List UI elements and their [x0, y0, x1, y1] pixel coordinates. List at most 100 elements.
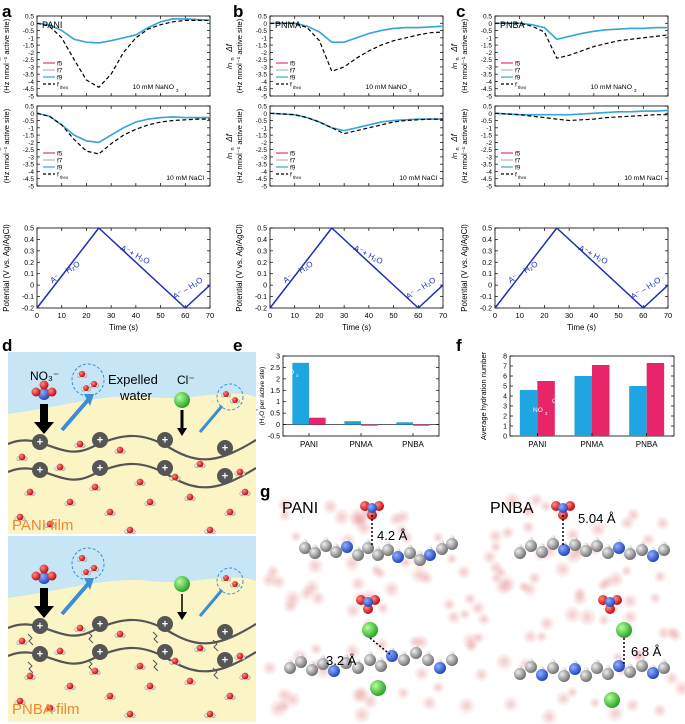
schematic-pnba-water-o — [236, 652, 244, 660]
pnba-chain-top-n — [647, 550, 659, 562]
solvent-water — [520, 503, 536, 519]
schematic-pnba-side-chain — [27, 661, 34, 674]
legend-label-theo: f — [515, 172, 517, 179]
chart-c-top-frame — [494, 15, 669, 97]
pnba-chain-top-c — [514, 547, 526, 559]
schematic-pnba-water-o — [76, 624, 84, 632]
schematic-pani-plus-sign: + — [97, 463, 103, 475]
chart-c-top-ytick-label: -2 — [486, 50, 492, 57]
chart-potential-xtick-label: 60 — [639, 311, 647, 320]
chart-b-mid-ytick-label: -2 — [261, 140, 267, 147]
pani-chain-top-c — [436, 543, 448, 555]
chart-potential-xtick-label: 60 — [414, 311, 422, 320]
schematic-pani-water-o — [206, 526, 214, 534]
chart-c-mid-ytick-label: -5 — [486, 184, 492, 191]
solvent-water — [624, 697, 641, 714]
pnba-chain-bottom-c — [558, 670, 570, 682]
pani-chain-top-c — [330, 546, 342, 558]
legend-label-f7: f7 — [290, 158, 296, 165]
chart-a-mid-ytick-label: -0.5 — [23, 118, 35, 125]
schematic-pani-plus-sign: + — [162, 435, 168, 447]
pani-nitrate-1-n — [367, 503, 377, 513]
pani-chain-bottom-c — [352, 662, 364, 674]
schematic-pani-chloride — [174, 392, 190, 408]
schematic-pani-water-o — [76, 440, 84, 448]
solvent-water — [284, 690, 302, 709]
chart-f-ytick-label: 8 — [503, 354, 507, 361]
bar-cl-pani — [537, 381, 555, 436]
schematic-pani-cation-site — [217, 440, 233, 456]
chart-b-top-ytick-label: -0.5 — [256, 28, 268, 35]
bar-cl-pnba — [646, 363, 665, 436]
chart-potential-xtick-label: 10 — [58, 311, 66, 320]
potential-axis-label: Potential (V vs. Ag/AgCl) — [460, 224, 469, 312]
pani-chain-top-c — [299, 542, 311, 554]
schematic-pani-cation-site — [217, 468, 233, 484]
chart-potential-xtick-label: 0 — [493, 311, 497, 320]
schematic-pnba-water-o — [66, 682, 74, 690]
schematic-pnba-side-chain — [212, 667, 219, 680]
chart-a-mid-ytick-label: -1.5 — [23, 133, 35, 140]
freq-unit-label: (Hz nmol⁻¹ active site) — [460, 18, 469, 93]
chart-potential-ytick-label: 0.5 — [257, 226, 267, 233]
schematic-pnba-cation-site — [92, 616, 108, 632]
freq-symbol: Δf — [450, 133, 459, 142]
solvent-water — [588, 696, 601, 709]
electrolyte-label: 10 mM NaCl — [166, 175, 204, 182]
chart-b-top-ytick-label: -3.5 — [256, 72, 268, 79]
pani-chain-top-n — [341, 541, 353, 553]
schematic-pani-expelled-circle — [71, 363, 105, 397]
solvent-water — [538, 615, 556, 632]
chart-a-top-ytick-label: -3 — [28, 64, 34, 71]
legend-label-f9: f9 — [290, 165, 296, 172]
solvent-water — [399, 530, 414, 545]
schematic-pani-water-o — [66, 498, 74, 506]
schematic-pani-exp-water-o — [83, 385, 89, 391]
chart-a-potential: 0.50.40.30.20.10-0.1-0.20 10 20 30 40 50 60 70T… — [2, 224, 214, 332]
panel-letter-g: g — [260, 482, 270, 501]
chart-a-top-ytick-label: -4.5 — [23, 86, 35, 93]
chart-title: PNBA — [500, 20, 525, 30]
chart-potential-frame — [36, 227, 211, 309]
pnba-chloride-1 — [616, 622, 632, 638]
legend-label-theo: f — [57, 82, 59, 89]
e-no3-sub: 3 — [296, 373, 299, 378]
schematic-pnba-water-o — [126, 710, 134, 718]
arrow-label-top: –A⁻+ H₂O — [573, 241, 609, 266]
legend-label-f7: f7 — [57, 68, 63, 75]
electrolyte-sub: 3 — [176, 88, 179, 93]
schematic-pnba-water-o — [56, 647, 64, 655]
schematic-pnba-expel-arrowhead — [84, 578, 94, 590]
solvent-water — [620, 564, 633, 578]
solvent-water — [648, 591, 662, 605]
chart-potential-frame — [494, 227, 669, 309]
schematic-pnba-cation-site — [92, 644, 108, 660]
schematic-pnba-water-o — [226, 692, 234, 700]
chart-a-top: 0.50-0.5-1-1.5-2-2.5-3-3.5-4-4.5-5 (Hz nm… — [0, 14, 211, 101]
category-label: PNBA — [402, 440, 424, 449]
pnba-chain-bottom-c — [547, 662, 559, 674]
schematic-pani-exp-water-o — [78, 370, 86, 378]
chart-potential-ytick-label: 0.5 — [24, 226, 34, 233]
bar-cl-pnba — [413, 424, 430, 426]
arrow-label-up: A⁻ – H₂O — [49, 259, 82, 285]
schematic-pnba-water-o — [91, 667, 99, 675]
freq-unit-label: (Hz nmol⁻¹ active site) — [460, 108, 469, 183]
solvent-water — [539, 707, 559, 724]
solvent-water — [589, 520, 607, 539]
solvent-water — [472, 631, 486, 644]
pani-chloride-2 — [370, 680, 386, 696]
chart-b-top-ytick-label: -3 — [261, 64, 267, 71]
chart-a-mid-ytick-label: -5 — [28, 184, 34, 191]
pnba-chain-top-n — [613, 542, 625, 554]
schematic-pani-cation-site — [92, 432, 108, 448]
chart-potential-ytick-label: 0.2 — [257, 260, 267, 267]
chart-a-top-ytick-label: -1 — [28, 35, 34, 42]
schematic-pnba-side-chain — [87, 631, 94, 644]
schematic-pnba-side-chain — [212, 639, 219, 652]
schematic-pani-water-o — [226, 508, 234, 516]
chart-potential-xtick-label: 70 — [664, 311, 672, 320]
schematic-pani-cation-site — [157, 432, 173, 448]
chart-c-mid-ytick-label: 0 — [488, 111, 492, 118]
schematic-pani-water-o — [241, 488, 249, 496]
